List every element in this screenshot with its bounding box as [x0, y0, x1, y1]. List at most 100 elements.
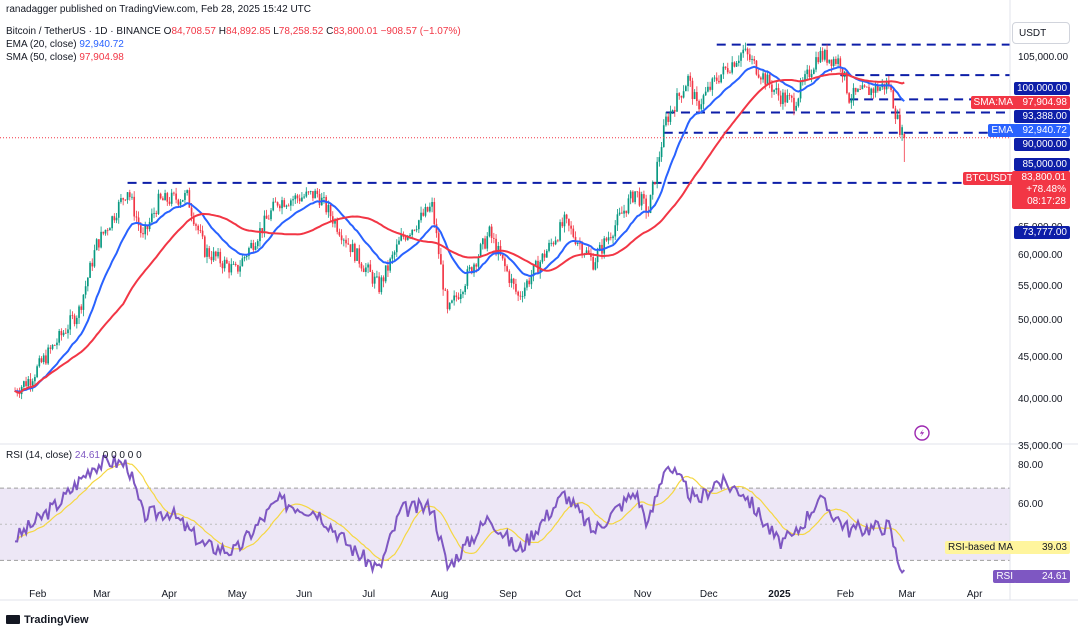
candle-body: [91, 262, 94, 267]
candle-body: [824, 49, 826, 60]
candle-body: [27, 379, 30, 387]
candle-body: [819, 50, 822, 63]
candle-body: [711, 78, 714, 90]
candle-body: [356, 248, 358, 261]
time-tick: Jun: [296, 589, 313, 600]
candle-body: [790, 95, 793, 98]
candle-body: [585, 250, 588, 254]
low-label: L: [273, 26, 279, 37]
candle-body: [283, 200, 286, 207]
candle-body: [812, 69, 815, 74]
candle-body: [155, 213, 158, 215]
candle-body: [175, 193, 177, 200]
candle-body: [475, 264, 478, 267]
candle-body: [587, 250, 590, 254]
candle-body: [656, 161, 658, 184]
candle-body: [720, 74, 722, 83]
rsi-legend[interactable]: RSI (14, close) 24.61 0 0 0 0 0: [6, 450, 142, 462]
candle-body: [217, 251, 219, 257]
sma-legend[interactable]: SMA (50, close) 97,904.98: [6, 52, 124, 64]
candle-body: [700, 104, 703, 110]
candle-body: [197, 225, 200, 231]
candle-body: [179, 201, 182, 205]
candle-body: [142, 233, 144, 235]
candle-body: [36, 366, 38, 378]
candle-body: [309, 191, 312, 193]
candle-body: [292, 199, 294, 201]
candle-body: [766, 74, 769, 85]
candle-body: [689, 75, 692, 81]
candle-body: [865, 86, 868, 88]
candle-body: [45, 355, 47, 364]
ema-legend[interactable]: EMA (20, close) 92,940.72: [6, 39, 124, 51]
last-price-value: 83,800.01: [1021, 172, 1067, 183]
candle-body: [131, 196, 133, 198]
candle-body: [466, 269, 469, 286]
time-tick: Aug: [430, 589, 449, 600]
candle-body: [534, 260, 537, 266]
candle-body: [115, 217, 118, 221]
candle-body: [404, 236, 407, 240]
candle-body: [243, 257, 246, 259]
candle-body: [195, 224, 197, 226]
candle-body: [62, 332, 65, 336]
candle-body: [868, 86, 870, 96]
candle-body: [901, 127, 903, 135]
candle-body: [305, 191, 308, 197]
candle-body: [863, 85, 866, 87]
candle-body: [504, 258, 506, 267]
candle-body: [830, 59, 833, 66]
candle-body: [797, 98, 800, 106]
candle-body: [106, 229, 109, 231]
candle-body: [256, 241, 259, 247]
candle-body: [835, 58, 837, 64]
candle-body: [285, 205, 288, 207]
price-tick: 60,000.00: [1018, 250, 1063, 262]
candle-body: [336, 220, 339, 232]
candle-body: [420, 212, 422, 221]
candle-body: [832, 58, 835, 66]
level-tag-73777: 73,777.00: [1014, 226, 1070, 239]
symbol-line: Bitcoin / TetherUS · 1D · BINANCE O84,70…: [6, 26, 461, 38]
candle-body: [411, 229, 414, 235]
candle-body: [894, 108, 897, 119]
candle-body: [744, 48, 747, 50]
rsi-tag-value: 24.61: [1014, 570, 1070, 583]
sma-legend-label: SMA (50, close): [6, 52, 77, 63]
candle-body: [896, 114, 899, 119]
candle-body: [532, 265, 535, 276]
candle-body: [371, 271, 374, 284]
candle-body: [561, 222, 564, 227]
candle-body: [453, 295, 455, 301]
candle-body: [415, 229, 418, 231]
candle-body: [51, 345, 54, 349]
candle-body: [890, 86, 892, 91]
candle-body: [605, 238, 608, 241]
candle-body: [102, 231, 105, 234]
rsi-ma-tag-label: RSI-based MA: [944, 541, 1016, 554]
time-tick: Oct: [565, 589, 581, 600]
candle-body: [234, 263, 237, 266]
candle-body: [680, 95, 683, 98]
candle-body: [274, 201, 277, 203]
candle-body: [876, 85, 879, 91]
candle-body: [137, 217, 140, 226]
candle-body: [226, 259, 228, 264]
candle-body: [296, 195, 299, 199]
price-tick: 50,000.00: [1018, 314, 1063, 326]
currency-selector[interactable]: USDT: [1012, 22, 1070, 44]
candle-body: [552, 242, 555, 245]
candle-body: [100, 231, 102, 248]
candle-body: [612, 236, 614, 239]
candle-body: [166, 193, 169, 202]
ema-tag-label: EMA: [988, 124, 1016, 137]
sma-legend-value: 97,904.98: [79, 52, 124, 63]
candle-body: [777, 88, 780, 96]
candle-body: [616, 214, 619, 226]
candle-body: [590, 253, 592, 257]
candle-body: [508, 271, 511, 283]
candle-body: [786, 95, 789, 103]
rsi-tick-60: 60.00: [1018, 499, 1044, 510]
candle-body: [223, 259, 226, 269]
candle-body: [206, 248, 208, 257]
